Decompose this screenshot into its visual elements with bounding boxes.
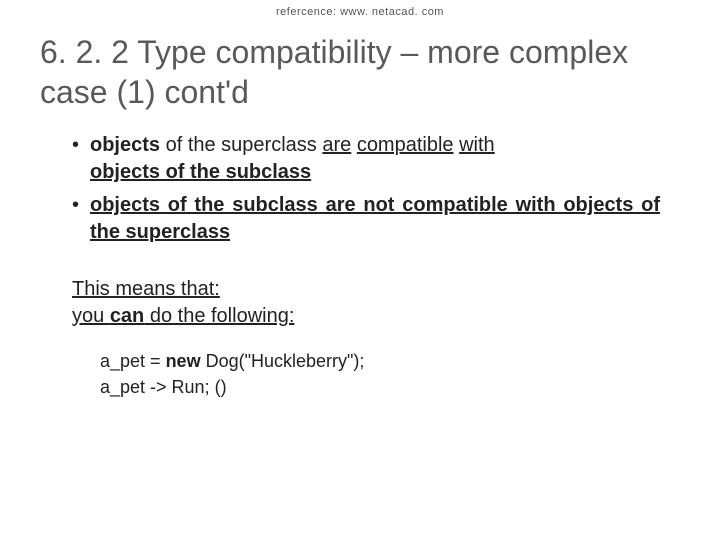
bullet-1-u2: compatible — [357, 134, 454, 156]
code-l1-new: new — [166, 351, 206, 371]
bullet-1-u3: with — [459, 134, 495, 156]
bullet-1-u1: are — [322, 134, 351, 156]
reference-text: refercence: www. netacad. com — [0, 0, 720, 18]
bullet-2-text: objects of the subclass are not compatib… — [90, 194, 660, 243]
followup-block: This means that: you can do the followin… — [72, 276, 660, 330]
slide: refercence: www. netacad. com 6. 2. 2 Ty… — [0, 0, 720, 540]
followup-line2-post: do the following: — [144, 305, 294, 327]
bullet-2: objects of the subclass are not compatib… — [72, 192, 660, 246]
slide-content: objects of the superclass are compatible… — [72, 132, 660, 400]
bullet-1-bold: objects — [90, 134, 160, 156]
slide-title: 6. 2. 2 Type compatibility – more comple… — [40, 32, 680, 112]
followup-line1: This means that: — [72, 276, 660, 303]
bullet-1-line2: objects of the subclass — [90, 159, 660, 186]
code-l1-b: Dog("Huckleberry"); — [206, 351, 365, 371]
code-block: a_pet = new Dog("Huckleberry"); a_pet ->… — [100, 348, 660, 400]
followup-line2: you can do the following: — [72, 303, 660, 330]
code-line-1: a_pet = new Dog("Huckleberry"); — [100, 348, 660, 374]
bullet-1: objects of the superclass are compatible… — [72, 132, 660, 186]
followup-line2-can: can — [110, 305, 144, 327]
bullet-list: objects of the superclass are compatible… — [72, 132, 660, 246]
followup-line2-pre: you — [72, 305, 110, 327]
code-line-2: a_pet -> Run; () — [100, 374, 660, 400]
code-l1-a: a_pet = — [100, 351, 166, 371]
bullet-1-mid1: of the superclass — [160, 134, 322, 156]
